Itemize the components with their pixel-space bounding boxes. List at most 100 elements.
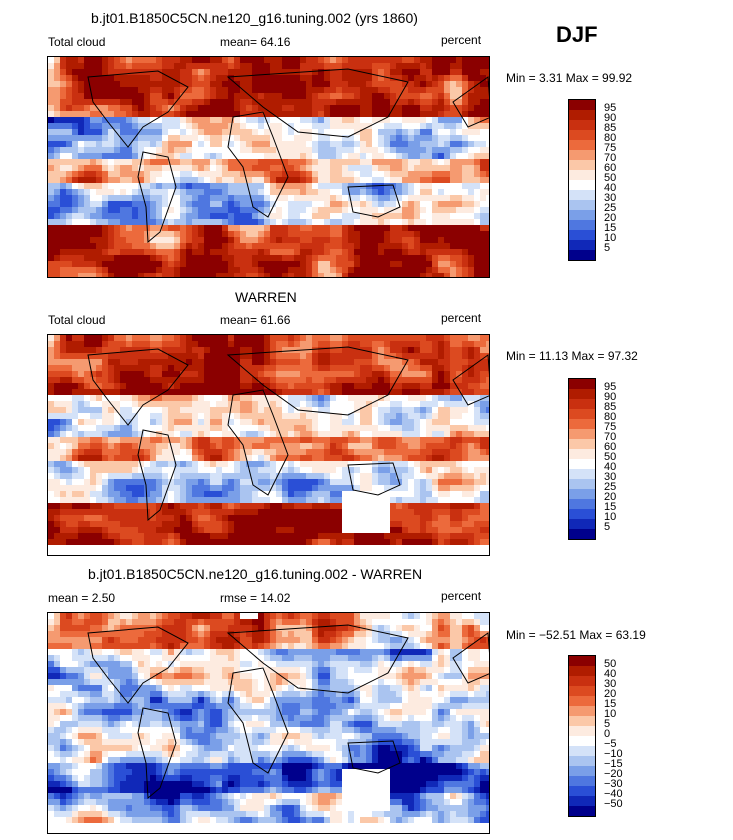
map-cell [264, 377, 270, 383]
map-cell [342, 497, 348, 503]
map-cell [102, 461, 108, 467]
map-cell [426, 255, 432, 261]
map-cell [354, 425, 360, 431]
map-cell [222, 467, 228, 473]
map-cell [222, 141, 228, 147]
map-cell [126, 503, 132, 509]
map-cell [306, 479, 312, 485]
map-cell [444, 57, 450, 63]
map-cell [486, 177, 489, 183]
map-cell [132, 443, 138, 449]
map-cell [276, 231, 282, 237]
map-cell [168, 207, 174, 213]
map-cell [324, 419, 330, 425]
map-cell [342, 177, 348, 183]
map-cell [372, 395, 378, 401]
map-cell [228, 449, 234, 455]
map-cell [402, 111, 408, 117]
map-cell [222, 81, 228, 87]
map-cell [240, 455, 246, 461]
map-cell [198, 485, 204, 491]
map-cell [120, 455, 126, 461]
map-cell [426, 165, 432, 171]
map-cell [270, 195, 276, 201]
map-cell [126, 341, 132, 347]
map-cell [456, 129, 462, 135]
map-cell [348, 105, 354, 111]
map-cell [300, 189, 306, 195]
map-cell [402, 255, 408, 261]
map-cell [114, 485, 120, 491]
map-cell [270, 243, 276, 249]
map-cell [360, 123, 366, 129]
map-cell [438, 231, 444, 237]
map-cell [216, 255, 222, 261]
map-cell [126, 455, 132, 461]
map-cell [120, 105, 126, 111]
map-cell [198, 93, 204, 99]
map-cell [264, 249, 270, 255]
map-cell [150, 201, 156, 207]
map-cell [444, 401, 450, 407]
map-cell [78, 509, 84, 515]
map-cell [114, 129, 120, 135]
map-cell [318, 207, 324, 213]
map-cell [234, 105, 240, 111]
map-cell [480, 81, 486, 87]
map-cell [216, 225, 222, 231]
map-cell [426, 159, 432, 165]
map-cell [246, 147, 252, 153]
map-cell [276, 207, 282, 213]
map-cell [156, 57, 162, 63]
map-cell [90, 123, 96, 129]
map-cell [60, 485, 66, 491]
map-cell [318, 195, 324, 201]
map-cell [144, 437, 150, 443]
map-cell [480, 171, 486, 177]
map-cell [264, 183, 270, 189]
map-cell [300, 371, 306, 377]
map-cell [348, 261, 354, 267]
map-cell [474, 135, 480, 141]
map-cell [402, 165, 408, 171]
map-cell [60, 81, 66, 87]
map-cell [84, 455, 90, 461]
map-cell [96, 383, 102, 389]
map-cell [330, 273, 336, 277]
map-cell [336, 383, 342, 389]
map-cell [138, 75, 144, 81]
map-cell [384, 479, 390, 485]
map-cell [204, 243, 210, 249]
map-cell [216, 485, 222, 491]
map-cell [456, 413, 462, 419]
map-cell [186, 195, 192, 201]
map-cell [192, 449, 198, 455]
map-cell [360, 153, 366, 159]
map-cell [300, 147, 306, 153]
map-cell [288, 105, 294, 111]
map-cell [264, 365, 270, 371]
map-cell [150, 129, 156, 135]
map-cell [342, 407, 348, 413]
map-cell [300, 219, 306, 225]
map-cell [438, 135, 444, 141]
map-cell [48, 57, 54, 63]
map-cell [66, 69, 72, 75]
map-cell [84, 467, 90, 473]
map-cell [354, 267, 360, 273]
map-cell [468, 443, 474, 449]
map-cell [96, 105, 102, 111]
map-cell [222, 485, 228, 491]
map-cell [318, 75, 324, 81]
map-cell [396, 491, 402, 497]
map-cell [348, 171, 354, 177]
map-cell [90, 449, 96, 455]
map-cell [408, 365, 414, 371]
map-cell [96, 225, 102, 231]
map-cell [366, 377, 372, 383]
map-cell [198, 123, 204, 129]
map-cell [480, 443, 486, 449]
map-cell [396, 467, 402, 473]
map-cell [450, 141, 456, 147]
map-cell [186, 69, 192, 75]
